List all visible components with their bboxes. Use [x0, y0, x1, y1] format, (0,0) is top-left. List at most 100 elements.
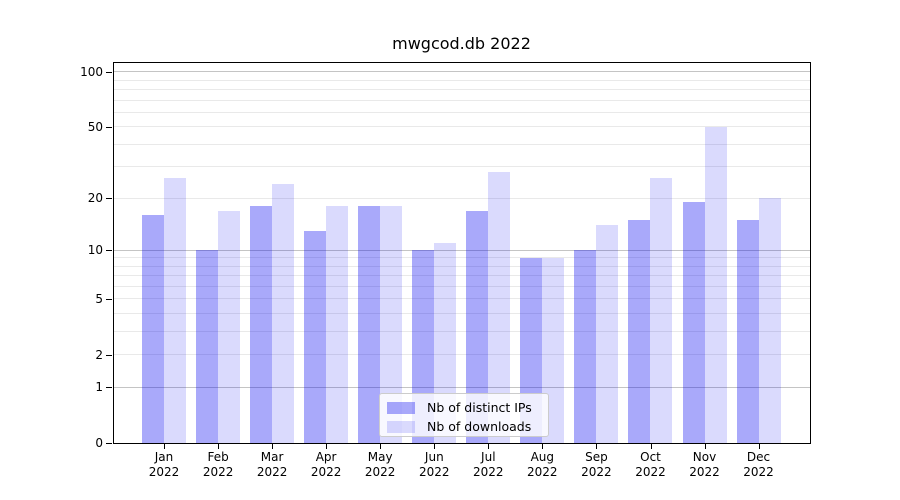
minor-gridline — [113, 265, 810, 267]
bottom-spine — [113, 443, 811, 444]
x-tick-month: Jun — [424, 450, 444, 464]
minor-gridline — [113, 354, 810, 356]
legend-swatch-distinct-ips — [387, 401, 415, 414]
major-gridline — [113, 386, 810, 388]
major-gridline — [113, 71, 810, 73]
y-tick-label: 50 — [87, 119, 103, 134]
bar-downloads — [218, 210, 240, 443]
x-tick — [758, 444, 760, 449]
bar-downloads — [380, 206, 402, 443]
x-tick-label: Nov 2022 — [677, 450, 733, 480]
bar-distinct-ips — [142, 215, 164, 443]
bar-downloads — [326, 206, 348, 443]
minor-gridline — [113, 286, 810, 287]
x-tick-label: Jan 2022 — [136, 450, 192, 480]
x-tick-year: 2022 — [310, 465, 342, 479]
x-tick-year: 2022 — [148, 465, 180, 479]
y-tick-label: 1 — [95, 380, 103, 395]
x-tick-month: Dec — [746, 450, 771, 464]
y-tick — [106, 71, 112, 73]
x-tick — [704, 444, 706, 449]
y-tick — [106, 126, 112, 128]
x-tick-year: 2022 — [364, 465, 396, 479]
minor-gridline — [113, 275, 810, 277]
x-tick-label: Sep 2022 — [568, 450, 624, 480]
y-tick-label: 20 — [87, 191, 103, 206]
y-tick — [106, 298, 112, 300]
x-tick-month: Mar — [260, 450, 284, 464]
y-tick — [106, 250, 112, 252]
y-tick-label: 2 — [95, 347, 103, 362]
x-tick-label: May 2022 — [352, 450, 408, 480]
x-tick-label: Jun 2022 — [406, 450, 462, 480]
bar-downloads — [759, 198, 781, 443]
x-tick-year: 2022 — [473, 465, 504, 479]
x-tick-year: 2022 — [419, 465, 450, 479]
y-tick — [106, 443, 112, 444]
y-tick — [106, 387, 112, 389]
legend-swatch-downloads — [387, 420, 415, 433]
bar-downloads — [272, 184, 294, 443]
x-tick-year: 2022 — [256, 465, 288, 479]
y-tick-label: 0 — [95, 436, 103, 450]
x-tick-month: Aug — [530, 450, 555, 464]
x-tick-year: 2022 — [527, 465, 558, 479]
x-tick-month: Jan — [154, 450, 174, 464]
minor-gridline — [113, 79, 810, 81]
legend-label-downloads: Nb of downloads — [427, 418, 532, 434]
x-tick — [164, 444, 165, 449]
right-spine — [810, 62, 811, 444]
bar-downloads — [650, 177, 672, 443]
left-spine — [113, 62, 114, 444]
minor-gridline — [113, 331, 810, 332]
y-tick-label: 5 — [95, 291, 103, 306]
x-tick-month: Apr — [315, 450, 337, 464]
bar-distinct-ips — [358, 206, 380, 443]
x-tick — [596, 444, 598, 449]
top-spine — [113, 62, 810, 63]
minor-gridline — [113, 257, 810, 259]
bar-distinct-ips — [628, 220, 650, 443]
x-tick-year: 2022 — [202, 465, 234, 479]
y-tick — [106, 198, 112, 200]
x-tick-label: Mar 2022 — [244, 450, 300, 480]
minor-gridline — [113, 143, 810, 145]
y-tick-label: 100 — [80, 64, 103, 79]
bar-distinct-ips — [683, 202, 705, 443]
x-tick-label: Dec 2022 — [731, 450, 787, 480]
plot-area — [113, 62, 810, 443]
x-tick — [488, 444, 490, 449]
x-tick-month: Oct — [640, 450, 661, 464]
x-tick-year: 2022 — [689, 465, 720, 479]
legend: Nb of distinct IPs Nb of downloads — [379, 393, 549, 437]
minor-gridline — [113, 99, 810, 101]
minor-gridline — [113, 166, 810, 168]
x-tick — [272, 444, 274, 449]
bar-distinct-ips — [196, 250, 218, 443]
x-tick — [542, 444, 544, 449]
x-tick-label: Jul 2022 — [460, 450, 516, 480]
bar-distinct-ips — [250, 206, 272, 443]
x-tick-label: Oct 2022 — [623, 450, 679, 480]
bar-distinct-ips — [737, 220, 759, 443]
minor-gridline — [113, 298, 810, 300]
minor-gridline — [113, 89, 810, 90]
minor-gridline — [113, 313, 810, 314]
x-tick-year: 2022 — [743, 465, 774, 479]
major-gridline — [113, 249, 810, 251]
bar-distinct-ips — [304, 230, 326, 443]
x-tick-year: 2022 — [635, 465, 666, 479]
bar-downloads — [488, 172, 510, 443]
legend-row-distinct-ips: Nb of distinct IPs — [387, 398, 542, 417]
x-tick-label: Aug 2022 — [514, 450, 570, 480]
x-tick-month: Sep — [585, 450, 608, 464]
legend-label-distinct-ips: Nb of distinct IPs — [427, 399, 532, 415]
x-tick-label: Feb 2022 — [190, 450, 246, 480]
x-tick-month: Nov — [692, 450, 717, 464]
x-tick-year: 2022 — [581, 465, 612, 479]
y-tick — [106, 354, 112, 356]
chart-title: mwgcod.db 2022 — [392, 34, 531, 53]
bar-downloads — [705, 126, 727, 443]
legend-row-downloads: Nb of downloads — [387, 417, 542, 436]
